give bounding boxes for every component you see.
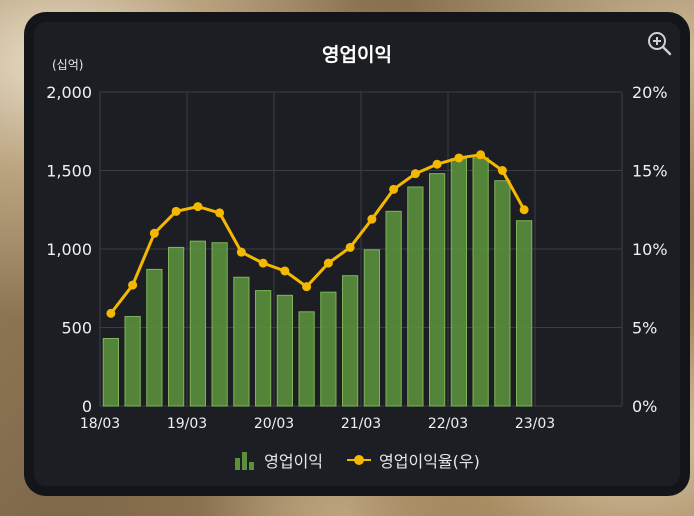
- bar: [189, 240, 206, 407]
- legend-item-bar[interactable]: 영업이익: [234, 448, 323, 472]
- line-series-icon: [347, 455, 372, 465]
- bar: [407, 186, 424, 407]
- x-tick-label: 18/03: [80, 416, 120, 432]
- bar: [429, 173, 446, 407]
- bar: [320, 291, 337, 407]
- line-point: [323, 258, 333, 268]
- bar: [450, 158, 467, 407]
- line-point: [215, 208, 225, 218]
- bar: [363, 249, 380, 407]
- line-point: [476, 150, 486, 160]
- unit-label: (십억): [52, 58, 84, 72]
- line-point: [410, 169, 420, 179]
- chart-title: 영업이익: [322, 44, 392, 66]
- y-right-tick-label: 10%: [632, 240, 668, 259]
- line-point: [345, 242, 355, 252]
- bar: [385, 210, 402, 407]
- y-left-tick-label: 1,500: [46, 162, 92, 181]
- zoom-in-icon[interactable]: [646, 30, 672, 56]
- x-tick-label: 21/03: [341, 416, 381, 432]
- bar-series-icon: [235, 452, 255, 470]
- bar: [102, 337, 119, 407]
- y-right-tick-label: 5%: [632, 319, 657, 338]
- line-point: [432, 159, 442, 169]
- line-point: [389, 184, 399, 194]
- x-tick-label: 20/03: [254, 416, 294, 432]
- x-tick-label: 22/03: [428, 416, 468, 432]
- legend-item-line[interactable]: 영업이익율(우): [347, 448, 480, 472]
- bar: [516, 220, 533, 407]
- line-point: [454, 153, 464, 163]
- line-point: [106, 308, 116, 318]
- line-point: [280, 266, 290, 276]
- line-point: [236, 247, 246, 257]
- bar: [211, 242, 228, 407]
- bar: [298, 311, 315, 407]
- chart-plot: 0 500 1,000 1,500 2,000 0% 5% 10% 15% 20% 18/03 19/…: [46, 83, 668, 432]
- y-left-tick-label: 0: [82, 397, 92, 416]
- bar: [168, 246, 185, 407]
- bar: [255, 290, 272, 407]
- y-left-tick-label: 1,000: [46, 240, 92, 259]
- bar: [472, 157, 489, 407]
- line-point: [302, 282, 312, 292]
- bar: [233, 276, 250, 407]
- line-point: [171, 206, 181, 216]
- y-right-tick-label: 20%: [632, 83, 668, 102]
- bar: [146, 268, 163, 407]
- line-point: [497, 166, 507, 175]
- legend-label-line: 영업이익율(우): [379, 452, 480, 471]
- line-point: [128, 280, 138, 290]
- bar: [342, 275, 359, 407]
- y-right-tick-label: 15%: [632, 162, 668, 181]
- legend: 영업이익 영업이익율(우): [34, 448, 680, 472]
- bar: [124, 316, 141, 407]
- y-left-tick-label: 500: [61, 319, 92, 338]
- line-point: [149, 228, 159, 238]
- x-tick-label: 23/03: [515, 416, 555, 432]
- legend-label-bar: 영업이익: [264, 452, 324, 471]
- bar: [276, 294, 293, 407]
- y-right-tick-label: 0%: [632, 397, 657, 416]
- chart-card: 영업이익 (십억) 0 500 1,000 1,500 2,000 0% 5% 10% 15% 2…: [34, 22, 680, 486]
- line-point: [193, 202, 203, 212]
- line-point: [519, 205, 529, 215]
- x-tick-label: 19/03: [167, 416, 207, 432]
- bar: [494, 180, 511, 407]
- line-point: [258, 258, 268, 268]
- y-left-tick-label: 2,000: [46, 83, 92, 102]
- line-point: [367, 214, 377, 224]
